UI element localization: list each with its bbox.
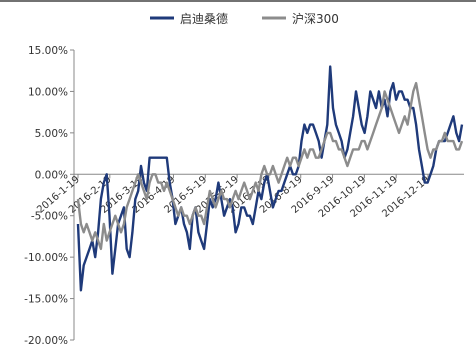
- y-tick-label: 0.00%: [35, 169, 68, 181]
- y-tick-label: -15.00%: [24, 294, 68, 306]
- y-tick-label: 15.00%: [28, 45, 68, 57]
- y-tick-label: 5.00%: [35, 128, 68, 140]
- legend-label: 启迪桑德: [180, 11, 228, 26]
- y-tick-label: 10.00%: [28, 86, 68, 98]
- y-tick-label: -20.00%: [24, 335, 68, 347]
- series-line-hs300: [76, 81, 464, 251]
- legend-label: 沪深300: [292, 12, 339, 26]
- series-line-qidi-sande: [76, 65, 464, 292]
- y-tick-label: -10.00%: [24, 252, 68, 264]
- y-tick-label: -5.00%: [31, 211, 68, 223]
